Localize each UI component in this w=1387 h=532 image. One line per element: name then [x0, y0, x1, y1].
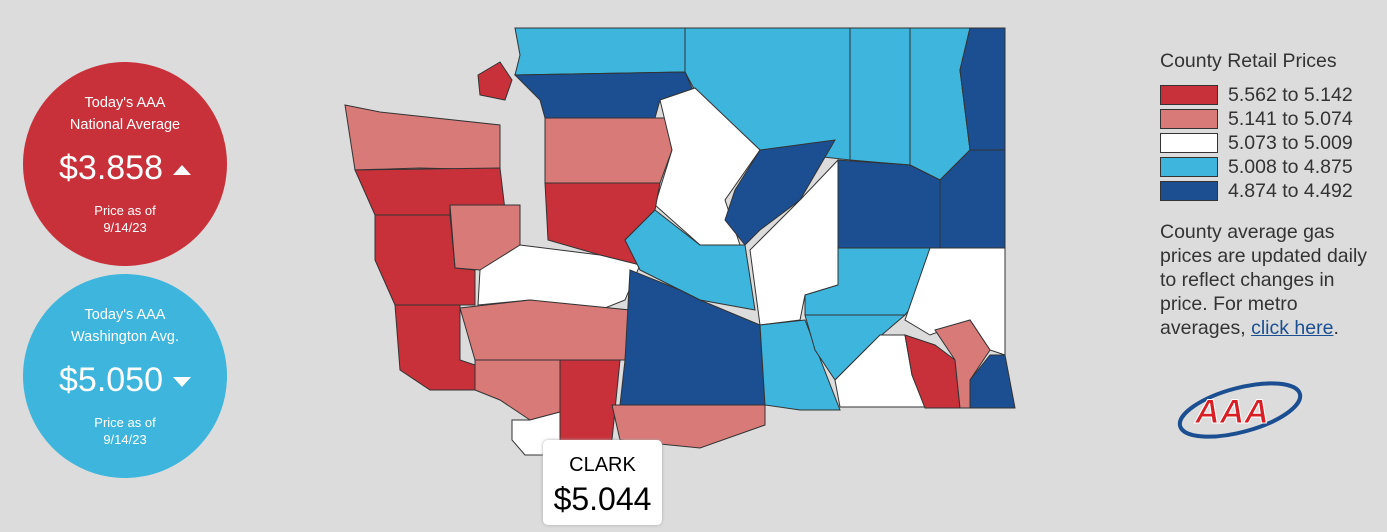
legend: County Retail Prices 5.562 to 5.142 5.141…: [1160, 50, 1353, 203]
legend-swatch: [1160, 181, 1218, 201]
link[interactable]: click here: [1251, 317, 1334, 339]
legend-swatch: [1160, 109, 1218, 129]
legend-item: 5.073 to 5.009: [1160, 131, 1353, 155]
county[interactable]: [477, 61, 513, 101]
county[interactable]: [749, 158, 839, 326]
note-end: .: [1333, 317, 1339, 339]
price: $3.858: [59, 149, 163, 187]
county[interactable]: [474, 359, 561, 421]
county[interactable]: [513, 71, 696, 119]
county-price: $5.044: [553, 481, 652, 517]
note-text: County average gas prices are updated da…: [1160, 221, 1368, 339]
legend-title: County Retail Prices: [1160, 50, 1337, 72]
legend-label: 5.073 to 5.009: [1228, 131, 1353, 154]
date: 9/14/23: [103, 220, 147, 235]
legend-item: 4.874 to 4.492: [1160, 179, 1353, 203]
logo-text: AAA: [1194, 393, 1269, 431]
legend-items: 5.562 to 5.142 5.141 to 5.074 5.073 to 5.0…: [1160, 83, 1353, 203]
legend-swatch: [1160, 133, 1218, 153]
legend-label: 5.562 to 5.142: [1228, 83, 1353, 106]
note: County average gas prices are updated da…: [1160, 220, 1382, 340]
date: Price as of: [94, 203, 156, 218]
county[interactable]: [344, 104, 501, 171]
county[interactable]: [969, 354, 1016, 409]
legend-label: 5.008 to 4.875: [1228, 155, 1353, 178]
national-badge: Today's AAA National Average $3.858 Price…: [23, 62, 227, 266]
down-arrow: [173, 377, 191, 388]
date: Price as of: [94, 415, 156, 430]
legend-swatch: [1160, 157, 1218, 177]
legend-label: 5.141 to 5.074: [1228, 107, 1353, 130]
legend-label: 4.874 to 4.492: [1228, 179, 1353, 202]
heading: Today's AAA: [84, 307, 166, 323]
county[interactable]: [374, 214, 476, 306]
counties: [344, 27, 1016, 456]
county-name: CLARK: [569, 454, 636, 476]
county[interactable]: [759, 319, 841, 411]
county[interactable]: [559, 359, 621, 451]
heading: Today's AAA: [84, 95, 166, 111]
heading: National Average: [69, 117, 181, 133]
county[interactable]: [849, 27, 911, 166]
county[interactable]: [939, 149, 1006, 249]
aaa-logo: AAA: [1177, 381, 1303, 439]
heading: Washington Avg.: [70, 329, 179, 345]
date: 9/14/23: [103, 432, 147, 447]
county[interactable]: [514, 27, 686, 76]
county[interactable]: [837, 159, 941, 249]
price: $5.050: [59, 361, 163, 399]
up-arrow: [173, 165, 191, 176]
legend-swatch: [1160, 85, 1218, 105]
county[interactable]: [909, 27, 971, 181]
county[interactable]: [611, 404, 766, 449]
county[interactable]: [544, 117, 673, 184]
state-badge: Today's AAA Washington Avg. $5.050 Price …: [23, 274, 227, 478]
county[interactable]: [724, 139, 836, 246]
county[interactable]: [459, 299, 631, 361]
tooltip: CLARK $5.044: [543, 440, 662, 525]
legend-item: 5.141 to 5.074: [1160, 107, 1353, 131]
legend-item: 5.008 to 4.875: [1160, 155, 1353, 179]
legend-item: 5.562 to 5.142: [1160, 83, 1353, 107]
